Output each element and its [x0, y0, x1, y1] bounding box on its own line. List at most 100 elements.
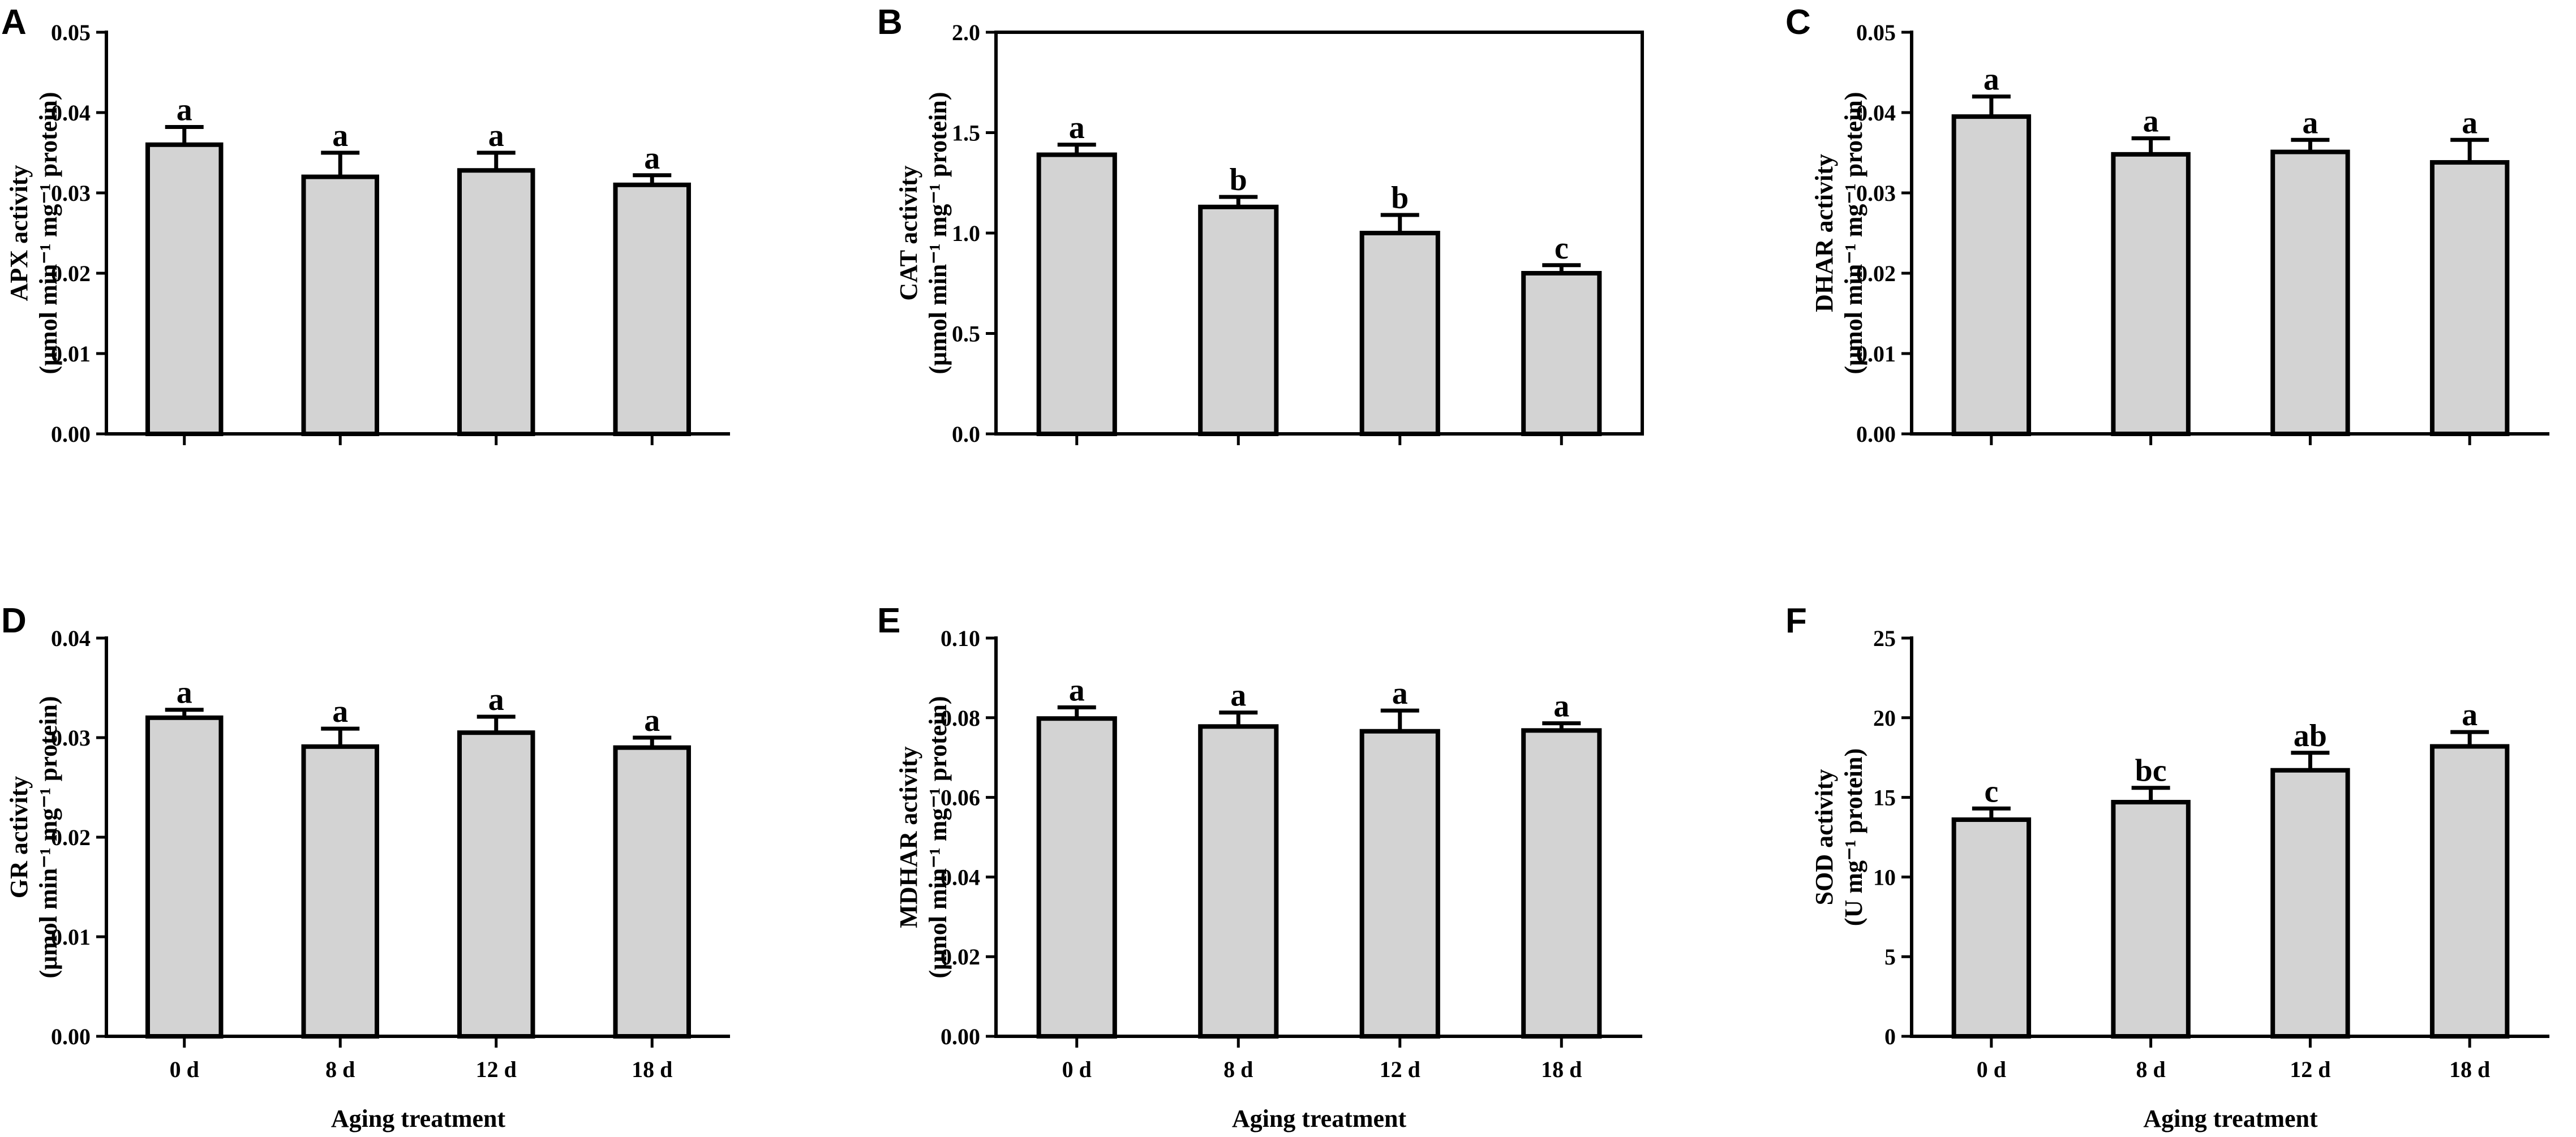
bar-8d	[2111, 800, 2191, 1039]
x-tick-label: 0 d	[1977, 1057, 2006, 1082]
y-tick-label: 0.02	[51, 825, 91, 850]
panel-c: C 0.00 0.01 0.02 0.03 0.04 0.05 DHAR activity (μ…	[1785, 3, 2549, 447]
significance-label: a	[2462, 697, 2478, 733]
bar-8d	[1198, 204, 1279, 436]
y-axis-title: SOD activity	[1810, 769, 1838, 906]
y-tick-label: 0.04	[51, 626, 91, 651]
panel-letter: E	[877, 601, 900, 640]
panel-a: A 0.00 0.01 0.02 0.03 0.04 0.05 APX activity (μm…	[1, 3, 730, 447]
y-axis-unit: (U mg⁻¹ protein)	[1840, 748, 1867, 926]
bar-8d	[1198, 724, 1279, 1039]
significance-label: a	[1553, 689, 1569, 724]
significance-label: a	[1230, 678, 1246, 713]
y-tick-label: 0.01	[51, 341, 91, 367]
bar-12d	[1359, 729, 1440, 1039]
significance-label: a	[644, 703, 660, 738]
y-tick-label: 0.01	[1856, 341, 1896, 367]
bar-18d	[1521, 271, 1602, 436]
bar-8d	[301, 174, 379, 436]
y-tick-label: 0.00	[51, 421, 91, 447]
bar-0d	[1036, 152, 1117, 436]
bar-0d	[145, 715, 224, 1039]
x-axis-title: Aging treatment	[2143, 1105, 2318, 1132]
y-axis-unit: (μmol min⁻¹ mg⁻¹ protein)	[924, 92, 952, 374]
y-tick-label: 0.02	[941, 944, 980, 970]
bar-0d	[1036, 716, 1117, 1039]
bar-18d	[1521, 728, 1602, 1039]
y-axis-unit: (μmol min⁻¹ mg⁻¹ protein)	[35, 696, 62, 978]
bar-8d	[2111, 152, 2191, 436]
y-tick-label: 10	[1873, 864, 1896, 890]
y-tick-label: 0.04	[1856, 100, 1896, 126]
y-axis-title: DHAR activity	[1810, 154, 1838, 312]
panel-letter: D	[1, 601, 27, 640]
x-tick-label: 0 d	[170, 1057, 199, 1082]
significance-label: a	[332, 118, 348, 153]
significance-label: a	[488, 682, 504, 717]
y-tick-label: 0.01	[51, 924, 91, 950]
y-tick-label: 15	[1873, 785, 1896, 811]
panel-e: E 0.00 0.02 0.04 0.06 0.08 0.10 MDHAR activity(…	[877, 601, 1642, 1132]
y-tick-label: 0.03	[51, 180, 91, 206]
x-axis-title: Aging treatment	[331, 1105, 506, 1132]
bar-12d	[457, 730, 535, 1039]
x-tick-label: 12 d	[2290, 1057, 2330, 1082]
y-tick-label: 1.0	[952, 221, 980, 246]
significance-label: a	[177, 675, 192, 710]
y-axis-title: GR activity	[5, 776, 33, 898]
y-axis-title: CAT activity	[895, 165, 922, 300]
bar-0d	[145, 142, 224, 437]
y-tick-label: 1.5	[952, 120, 980, 146]
significance-label: a	[1392, 676, 1408, 711]
x-tick-label: 18 d	[632, 1057, 672, 1082]
x-tick-label: 0 d	[1062, 1057, 1092, 1082]
significance-label: b	[1230, 162, 1247, 197]
bar-18d	[2429, 160, 2510, 436]
bar-12d	[2270, 149, 2350, 436]
significance-label: a	[488, 118, 504, 153]
y-tick-label: 20	[1873, 705, 1896, 731]
y-tick-label: 0.04	[51, 100, 91, 126]
y-tick-label: 0.02	[51, 261, 91, 286]
panel-b: B 0.0 0.5 1.0 1.5 2.0 CAT activity (μmol min⁻¹ …	[877, 3, 1644, 447]
significance-label: c	[1555, 231, 1569, 266]
bar-18d	[613, 745, 691, 1039]
y-tick-label: 0.00	[51, 1024, 91, 1049]
panel-letter: C	[1785, 3, 1811, 42]
x-tick-label: 8 d	[1223, 1057, 1253, 1082]
y-tick-label: 2.0	[952, 20, 980, 45]
y-axis-unit: (μmol min⁻¹ mg⁻¹ protein)	[35, 92, 62, 374]
significance-label: a	[2143, 104, 2159, 139]
y-tick-label: 0.00	[1856, 421, 1896, 447]
y-tick-label: 0.05	[51, 20, 91, 45]
y-tick-label: 0.04	[941, 864, 980, 890]
bar-0d	[1951, 817, 2032, 1039]
bar-18d	[2429, 744, 2510, 1039]
significance-label: c	[1984, 774, 1998, 809]
bar-12d	[1359, 231, 1440, 436]
significance-label: a	[177, 93, 192, 128]
x-tick-label: 18 d	[1541, 1057, 1582, 1082]
x-tick-label: 18 d	[2449, 1057, 2490, 1082]
bar-8d	[301, 744, 379, 1039]
y-axis-title: MDHAR activity	[895, 746, 922, 928]
significance-label: ab	[2294, 718, 2327, 753]
significance-label: a	[644, 141, 660, 176]
y-axis-unit: (μmol min⁻¹ mg⁻¹ protein)	[1840, 92, 1867, 374]
y-tick-label: 0	[1884, 1024, 1896, 1049]
significance-label: a	[1069, 110, 1085, 145]
significance-label: a	[1983, 62, 1999, 97]
significance-label: a	[1069, 673, 1085, 708]
y-axis-unit: (μmol min⁻¹ mg⁻¹ protein)	[924, 696, 952, 978]
x-tick-label: 12 d	[476, 1057, 517, 1082]
significance-label: a	[2302, 105, 2318, 140]
x-tick-label: 12 d	[1380, 1057, 1420, 1082]
significance-label: b	[1391, 180, 1409, 216]
y-tick-label: 0.08	[941, 705, 980, 731]
y-tick-label: 25	[1873, 626, 1896, 651]
bar-18d	[613, 182, 691, 436]
y-tick-label: 0.00	[941, 1024, 980, 1049]
panel-d: D 0.00 0.01 0.02 0.03 0.04 GR activity (μmol mi…	[1, 601, 730, 1132]
y-tick-label: 0.10	[941, 626, 980, 651]
